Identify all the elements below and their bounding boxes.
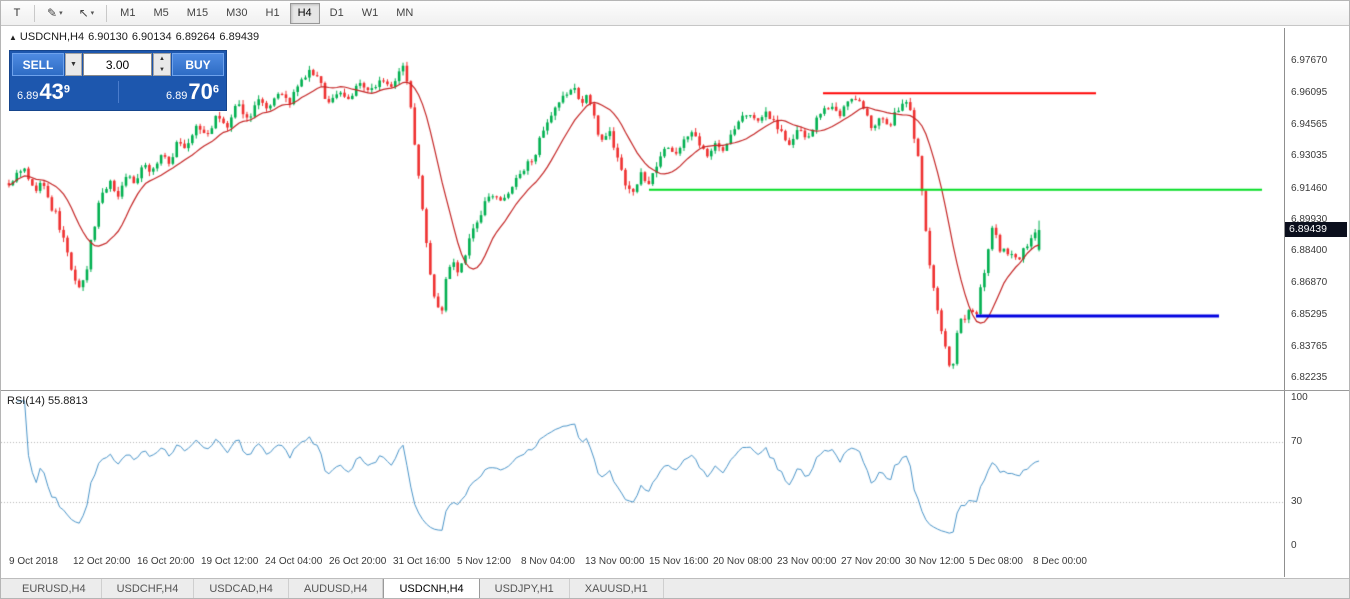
price-axis-label: 6.88400: [1291, 245, 1328, 257]
sell-price[interactable]: 6.89439: [17, 79, 70, 105]
time-axis-label: 9 Oct 2018: [9, 556, 58, 567]
ohlc-header: ▲ USDCNH,H4 6.90130 6.90134 6.89264 6.89439: [9, 31, 263, 43]
time-axis-label: 13 Nov 00:00: [585, 556, 645, 567]
chart-tab-xauusd-h1[interactable]: XAUUSD,H1: [570, 579, 664, 598]
buy-price-big: 70: [188, 79, 213, 104]
chart-tab-usdjpy-h1[interactable]: USDJPY,H1: [480, 579, 570, 598]
rsi-axis-label: 30: [1291, 495, 1303, 507]
timeframe-button-h1[interactable]: H1: [258, 3, 288, 24]
chart-tab-usdcnh-h4[interactable]: USDCNH,H4: [383, 579, 480, 598]
rsi-axis-label: 70: [1291, 436, 1303, 448]
toolbar-separator: [34, 4, 35, 22]
price-axis: 6.97670 6.96095 6.94565 6.93035 6.91460 6.899…: [1291, 26, 1349, 578]
time-axis-label: 12 Oct 20:00: [73, 556, 131, 567]
draw-tools-button[interactable]: ✎ ▾: [40, 3, 70, 24]
current-price-badge: 6.89439: [1285, 222, 1347, 238]
time-axis-label: 30 Nov 12:00: [905, 556, 965, 567]
price-axis-label: 6.83765: [1291, 340, 1328, 352]
time-axis-label: 31 Oct 16:00: [393, 556, 451, 567]
sell-button[interactable]: SELL: [12, 53, 64, 76]
timeframe-toolbar: M1 M5 M15 M30 H1 H4 D1 W1 MN: [111, 2, 422, 24]
time-axis-label: 16 Oct 20:00: [137, 556, 195, 567]
timeframe-button-mn[interactable]: MN: [388, 3, 421, 24]
timeframe-button-h4[interactable]: H4: [289, 2, 320, 24]
rsi-indicator-label: RSI(14) 55.8813: [7, 395, 88, 407]
chevron-up-icon: ▲: [159, 56, 165, 63]
timeframe-button-d1[interactable]: D1: [322, 3, 352, 24]
timeframe-button-m15[interactable]: M15: [179, 3, 216, 24]
time-axis-label: 20 Nov 08:00: [713, 556, 773, 567]
chevron-down-icon: ▼: [70, 61, 77, 68]
timeframe-button-m30[interactable]: M30: [218, 3, 255, 24]
cursor-icon: ↖: [78, 6, 89, 20]
price-axis-label: 6.96095: [1291, 87, 1328, 99]
time-axis-label: 19 Oct 12:00: [201, 556, 259, 567]
chart-tab-audusd-h4[interactable]: AUDUSD,H4: [289, 579, 384, 598]
price-axis-label: 6.91460: [1291, 182, 1328, 194]
price-axis-label: 6.97670: [1291, 55, 1328, 66]
sell-price-pip: 9: [63, 83, 71, 96]
time-axis-label: 8 Dec 00:00: [1033, 556, 1087, 567]
price-axis-label: 6.86870: [1291, 276, 1328, 288]
symbol-triangle-icon: ▲: [9, 33, 17, 42]
chart-window: ▲ USDCNH,H4 6.90130 6.90134 6.89264 6.89439 S…: [1, 26, 1349, 578]
time-axis-label: 26 Oct 20:00: [329, 556, 387, 567]
chevron-down-icon: ▼: [159, 66, 165, 73]
ohlc-close: 6.89439: [219, 31, 260, 43]
panel-splitter[interactable]: [1, 390, 1349, 391]
rsi-axis-label: 0: [1291, 540, 1297, 551]
price-axis-label: 6.94565: [1291, 118, 1328, 130]
buy-button[interactable]: BUY: [172, 53, 224, 76]
buy-price-pip: 6: [212, 83, 219, 96]
sell-price-small: 6.89: [17, 90, 39, 102]
rsi-axis-label: 100: [1291, 392, 1308, 403]
volume-input[interactable]: [83, 53, 152, 76]
ohlc-low: 6.89264: [175, 31, 216, 43]
price-divider: [117, 81, 119, 103]
time-axis-label: 5 Dec 08:00: [969, 556, 1023, 567]
chart-tab-usdchf-h4[interactable]: USDCHF,H4: [102, 579, 195, 598]
time-axis-label: 8 Nov 04:00: [521, 556, 575, 567]
chevron-down-icon: ▾: [90, 10, 95, 17]
volume-stepper[interactable]: ▲ ▼: [153, 53, 171, 76]
time-axis-label: 15 Nov 16:00: [649, 556, 709, 567]
ohlc-open: 6.90130: [88, 31, 128, 43]
time-axis-label: 27 Nov 20:00: [841, 556, 901, 567]
timeframe-button-w1[interactable]: W1: [354, 3, 387, 24]
time-axis-label: 5 Nov 12:00: [457, 556, 511, 567]
price-axis-label: 6.85295: [1291, 309, 1328, 321]
time-axis-label: 23 Nov 00:00: [777, 556, 837, 567]
buy-price[interactable]: 6.89706: [166, 79, 219, 105]
sell-price-big: 43: [39, 79, 64, 104]
timeframe-button-m5[interactable]: M5: [145, 3, 176, 24]
time-axis-label: 24 Oct 04:00: [265, 556, 323, 567]
pencil-icon: ✎: [47, 6, 58, 20]
price-axis-label: 6.82235: [1291, 372, 1328, 383]
chart-tab-eurusd-h4[interactable]: EURUSD,H4: [7, 579, 102, 598]
toolbar-separator: [106, 4, 108, 22]
cursor-tools-button[interactable]: ↖ ▾: [72, 3, 102, 24]
volume-dropdown-button[interactable]: ▼: [65, 53, 82, 76]
price-axis-border: [1284, 28, 1285, 577]
price-axis-label: 6.93035: [1291, 150, 1328, 162]
templates-button[interactable]: T: [5, 3, 29, 24]
one-click-trading-panel: SELL ▼ ▲ ▼ BUY 6.89439 6.89706: [9, 50, 227, 111]
chart-tab-usdcad-h4[interactable]: USDCAD,H4: [194, 579, 289, 598]
chevron-down-icon: ▾: [59, 10, 63, 17]
rsi-canvas[interactable]: [1, 393, 1284, 553]
toolbar: T ✎ ▾ ↖ ▾ M1 M5 M15 M30 H1 H4 D1 W1 MN: [1, 1, 1349, 26]
symbol-period-label: USDCNH,H4: [19, 31, 85, 43]
ohlc-high: 6.90134: [131, 31, 172, 43]
chart-tabbar: EURUSD,H4 USDCHF,H4 USDCAD,H4 AUDUSD,H4 USDC…: [1, 578, 1349, 598]
timeframe-button-m1[interactable]: M1: [112, 3, 143, 24]
time-axis: 9 Oct 2018 12 Oct 20:00 16 Oct 20:00 19 Oct…: [1, 554, 1284, 572]
buy-price-small: 6.89: [165, 90, 188, 102]
